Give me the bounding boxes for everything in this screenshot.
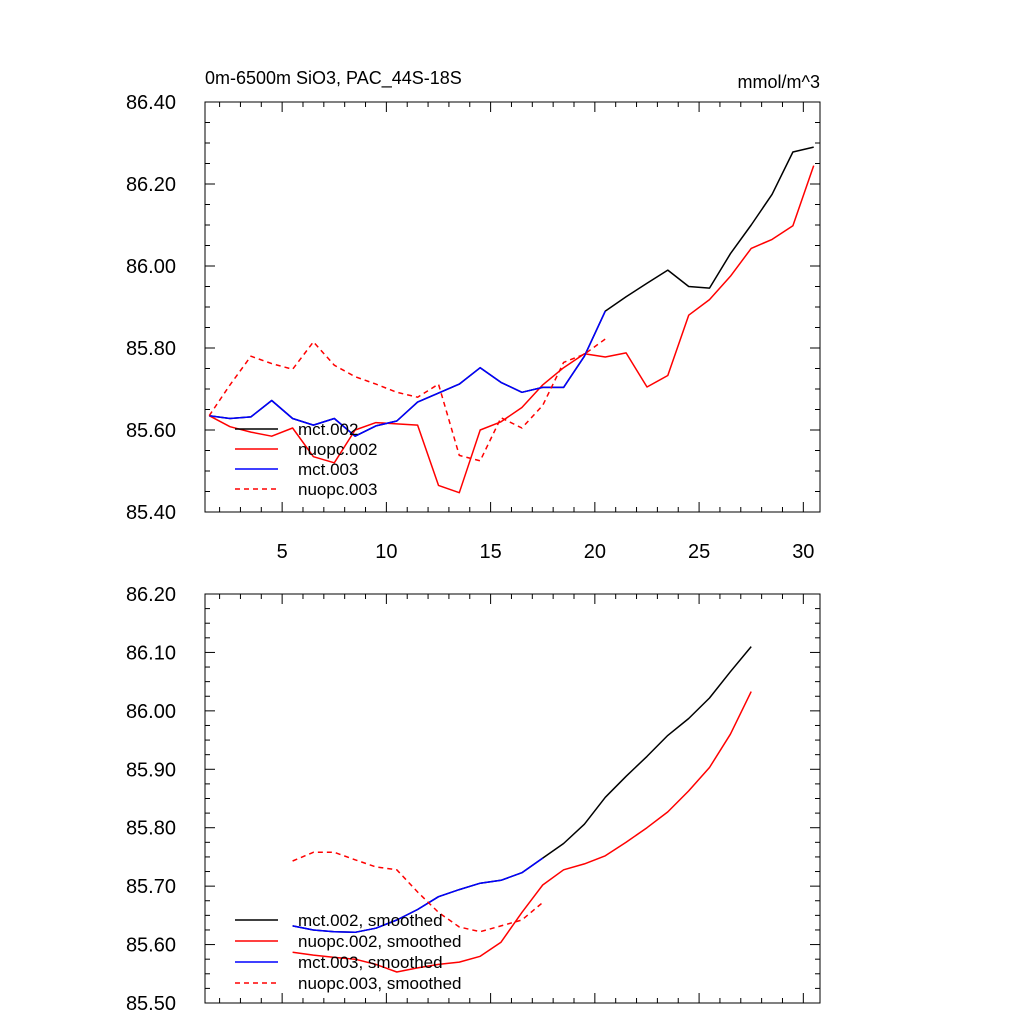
chart-title: 0m-6500m SiO3, PAC_44S-18S — [205, 68, 462, 89]
series-line-nuopc-002 — [208, 165, 815, 494]
legend-label-mct-003-smoothed: mct.003, smoothed — [298, 953, 443, 972]
y-tick-label: 85.90 — [126, 759, 176, 781]
y-tick-label: 85.80 — [126, 818, 176, 840]
y-tick-label: 85.60 — [126, 420, 176, 442]
series-line-nuopc-002-smoothed — [292, 691, 752, 973]
y-tick-label: 85.80 — [126, 338, 176, 360]
x-tick-label: 25 — [688, 541, 710, 563]
series-line-nuopc-003 — [208, 338, 606, 462]
legend-label-mct-003: mct.003 — [298, 460, 358, 479]
y-tick-label: 85.50 — [126, 993, 176, 1015]
legend-label-nuopc-002: nuopc.002 — [298, 440, 377, 459]
y-tick-label: 86.00 — [126, 701, 176, 723]
y-tick-label: 86.40 — [126, 92, 176, 114]
top-panel: 5 10 15 20 25 30 85.40 85.60 85.80 86.00 86.20 86.4… — [126, 68, 821, 563]
y-tick-label: 85.40 — [126, 502, 176, 524]
series-line-mct-003 — [209, 310, 606, 437]
series-line-mct-003-smoothed — [292, 857, 544, 934]
series-line-mct-002 — [209, 146, 814, 437]
y-tick-label: 86.20 — [126, 584, 176, 606]
x-tick-label: 10 — [375, 541, 397, 563]
y-tick-label: 85.70 — [126, 876, 176, 898]
units-label: mmol/m^3 — [738, 72, 820, 92]
legend-label-mct-002: mct.002 — [298, 420, 358, 439]
y-tick-label: 86.00 — [126, 256, 176, 278]
legend-label-mct-002-smoothed: mct.002, smoothed — [298, 911, 443, 930]
series-line-nuopc-003-smoothed — [292, 851, 544, 933]
legend-label-nuopc-003-smoothed: nuopc.003, smoothed — [298, 974, 462, 993]
x-tick-label: 30 — [792, 541, 814, 563]
y-tick-label: 86.20 — [126, 174, 176, 196]
legend-label-nuopc-003: nuopc.003 — [298, 480, 377, 499]
x-tick-label: 15 — [479, 541, 501, 563]
series-line-mct-002-smoothed — [292, 646, 752, 934]
y-tick-label: 86.10 — [126, 642, 176, 664]
x-tick-label: 20 — [584, 541, 606, 563]
legend-label-nuopc-002-smoothed: nuopc.002, smoothed — [298, 932, 462, 951]
x-tick-label: 5 — [277, 541, 288, 563]
y-tick-label: 85.60 — [126, 935, 176, 957]
bottom-panel: 85.50 85.60 85.70 85.80 85.90 86.00 86.10 86.20… — [126, 584, 821, 1015]
